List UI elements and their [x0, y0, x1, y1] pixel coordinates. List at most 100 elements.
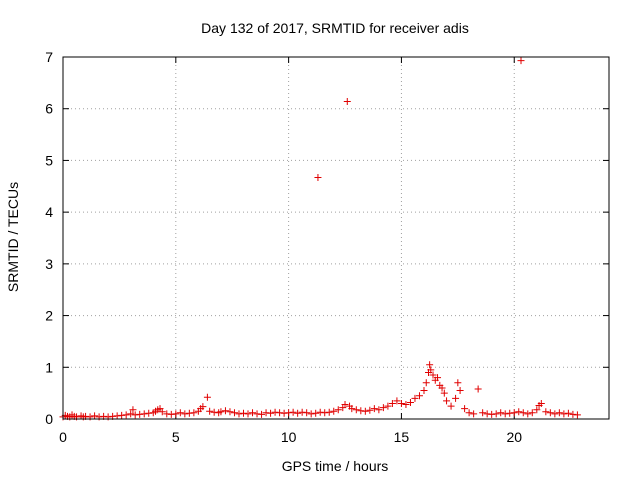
data-point [528, 409, 536, 417]
data-point [427, 366, 435, 374]
data-point [244, 410, 252, 418]
data-point [181, 410, 189, 418]
data-point [564, 409, 572, 417]
data-point [479, 409, 487, 417]
data-point [497, 409, 505, 417]
y-tick-label: 3 [45, 256, 53, 272]
data-point [235, 410, 243, 418]
grid-lines [62, 56, 609, 420]
data-point [426, 361, 434, 369]
data-point [163, 410, 171, 418]
x-tick-label: 0 [59, 429, 67, 445]
data-point [348, 405, 356, 413]
data-point [454, 379, 462, 387]
data-point [551, 410, 559, 418]
y-tick-label: 2 [45, 308, 53, 324]
data-point [206, 407, 214, 415]
data-point [203, 393, 211, 401]
data-point [447, 402, 455, 410]
data-point [172, 410, 180, 418]
data-point [122, 411, 130, 419]
data-point [221, 407, 229, 415]
data-point [569, 410, 577, 418]
chart-title: Day 132 of 2017, SRMTID for receiver adi… [201, 20, 469, 36]
data-point [510, 409, 518, 417]
data-point [429, 371, 437, 379]
data-point [483, 410, 491, 418]
data-point [420, 387, 428, 395]
x-tick-label: 5 [172, 429, 180, 445]
x-tick-label: 20 [506, 429, 522, 445]
data-point [289, 408, 297, 416]
data-point [501, 410, 509, 418]
data-point [465, 409, 473, 417]
data-point [438, 384, 446, 392]
data-point [560, 410, 568, 418]
data-point [393, 397, 401, 405]
y-tick-label: 4 [45, 204, 53, 220]
data-point [258, 410, 266, 418]
data-point [343, 97, 351, 105]
data-point [542, 408, 550, 416]
data-point [517, 57, 525, 65]
data-point [249, 409, 257, 417]
data-point [533, 406, 541, 414]
data-point [470, 410, 478, 418]
data-point [210, 408, 218, 416]
data-point [127, 410, 135, 418]
data-point [519, 409, 527, 417]
data-point [185, 409, 193, 417]
data-point [422, 379, 430, 387]
data-point [546, 409, 554, 417]
data-point [434, 374, 442, 382]
y-tick-label: 7 [45, 49, 53, 65]
data-point [276, 409, 284, 417]
data-point [118, 411, 126, 419]
y-tick-label: 1 [45, 359, 53, 375]
data-point [352, 406, 360, 414]
data-point [91, 412, 99, 420]
data-point [131, 411, 139, 419]
data-point [411, 394, 419, 402]
data-point [515, 408, 523, 416]
data-point [316, 408, 324, 416]
data-point [129, 406, 137, 414]
data-point [271, 408, 279, 416]
data-point [456, 387, 464, 395]
data-point [461, 405, 469, 413]
data-point [474, 385, 482, 393]
data-point [415, 392, 423, 400]
data-point [366, 406, 374, 414]
data-point [379, 404, 387, 412]
data-point [314, 173, 322, 181]
x-axis-label: GPS time / hours [282, 458, 389, 474]
data-points [59, 57, 581, 421]
y-tick-label: 5 [45, 152, 53, 168]
data-point [375, 406, 383, 414]
data-point [145, 409, 153, 417]
data-point [294, 409, 302, 417]
data-point [217, 408, 225, 416]
data-point [285, 409, 293, 417]
data-point [199, 403, 207, 411]
data-point [524, 410, 532, 418]
data-point [325, 408, 333, 416]
data-point [334, 406, 342, 414]
data-point [280, 409, 288, 417]
data-point [253, 410, 261, 418]
data-point [492, 410, 500, 418]
data-point [537, 399, 545, 407]
data-point [555, 409, 563, 417]
data-point [167, 410, 175, 418]
data-point [440, 389, 448, 397]
y-tick-label: 6 [45, 101, 53, 117]
data-point [307, 410, 315, 418]
data-point [384, 402, 392, 410]
data-point [370, 405, 378, 413]
data-point [402, 401, 410, 409]
y-axis-label: SRMTID / TECUs [5, 182, 21, 292]
data-point [361, 407, 369, 415]
plot-frame [62, 56, 610, 420]
data-point [226, 408, 234, 416]
